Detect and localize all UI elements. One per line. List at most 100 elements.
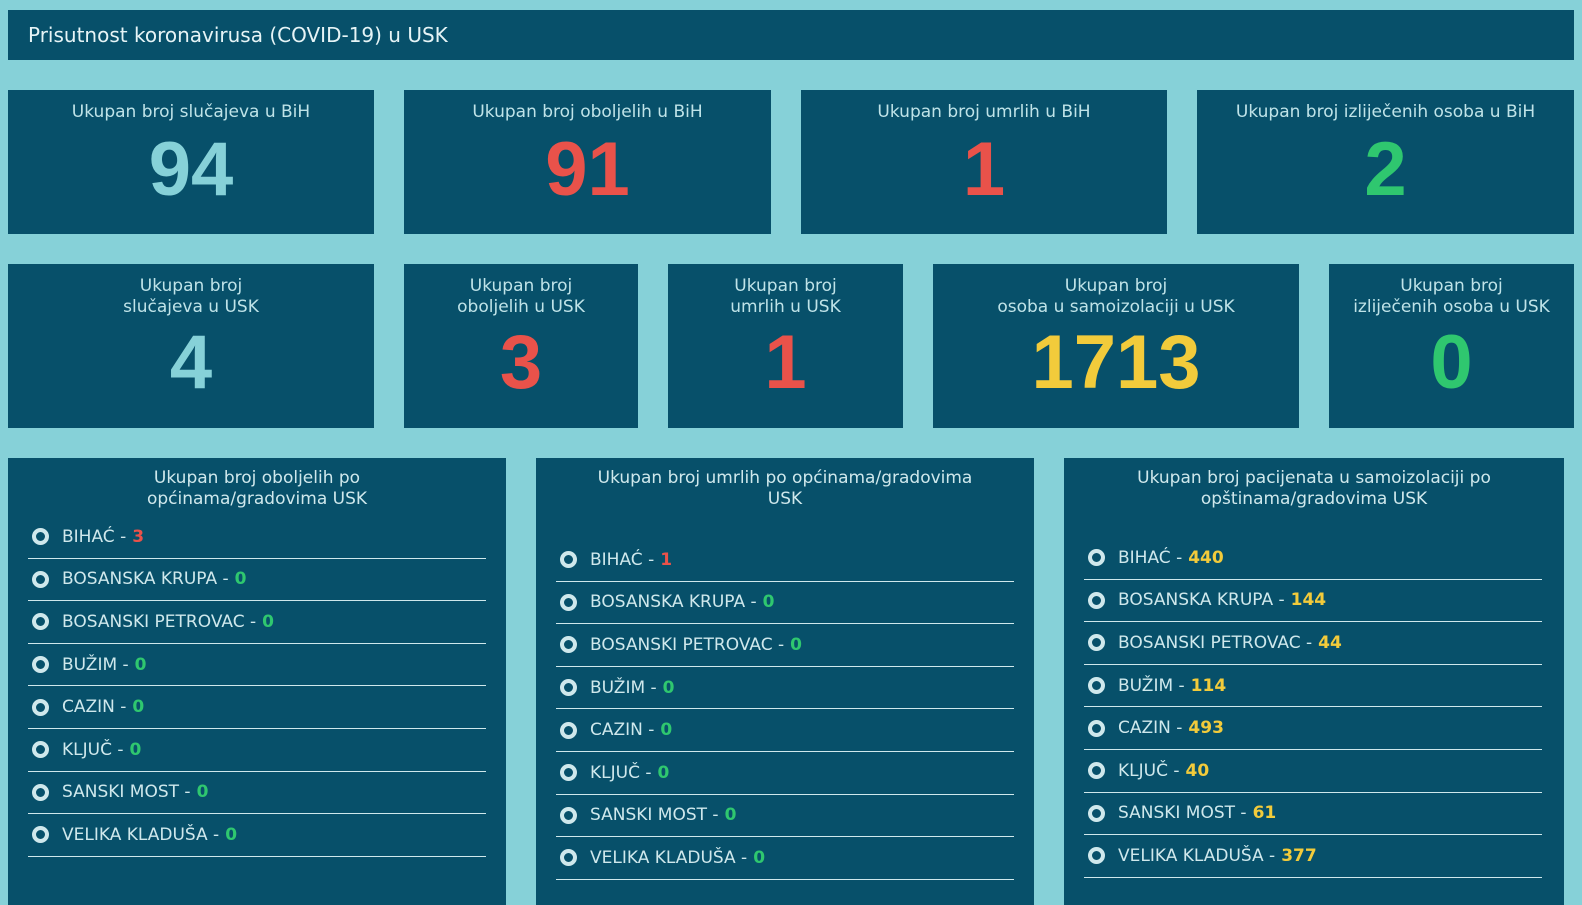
municipality-name: BOSANSKI PETROVAC - (590, 634, 785, 655)
panel-title: Ukupan broj umrlih po općinama/gradovima… (597, 468, 973, 509)
bullet-icon (32, 826, 49, 844)
usk-recovered-label: Ukupan broj izliječenih osoba u USK (1353, 276, 1550, 317)
municipality-name: KLJUČ - (62, 739, 124, 760)
municipality-name: SANSKI MOST - (590, 805, 719, 826)
bullet-icon (560, 551, 577, 569)
list-item: KLJUČ -0 (556, 752, 1014, 795)
municipality-value: 144 (1290, 590, 1327, 611)
municipality-value: 0 (196, 782, 209, 803)
municipality-value: 0 (225, 824, 238, 845)
bullet-icon (1088, 847, 1105, 865)
bullet-icon (1088, 591, 1105, 609)
bih-cases-value: 94 (148, 127, 234, 212)
municipality-value: 0 (262, 611, 274, 632)
list-item: CAZIN -493 (1084, 707, 1542, 750)
usk-cases-value: 4 (169, 320, 213, 405)
municipality-value: 0 (129, 739, 142, 760)
list-item: SANSKI MOST -0 (28, 772, 486, 815)
list-item: CAZIN -0 (556, 709, 1014, 752)
bih-recovered-card: Ukupan broj izliječenih osoba u BiH 2 (1197, 90, 1574, 234)
municipality-list: BIHAĆ -1 BOSANSKA KRUPA -0 BOSANSKI PETROV… (556, 539, 1014, 880)
usk-cases-card: Ukupan broj slučajeva u USK 4 (8, 264, 374, 428)
municipality-name: BOSANSKI PETROVAC - (1118, 632, 1313, 653)
municipality-value: 0 (134, 654, 147, 675)
bih-infected-card: Ukupan broj oboljelih u BiH 91 (404, 90, 771, 234)
municipality-name: SANSKI MOST - (62, 782, 191, 803)
municipality-name: BUŽIM - (1118, 675, 1185, 696)
bih-recovered-label: Ukupan broj izliječenih osoba u BiH (1235, 102, 1536, 122)
municipality-value: 0 (762, 592, 775, 613)
municipality-name: BUŽIM - (590, 677, 657, 698)
municipality-name: KLJUČ - (590, 762, 652, 783)
isolation-by-municipality-panel: Ukupan broj pacijenata u samoizolaciji p… (1064, 458, 1564, 905)
usk-isolation-card: Ukupan broj osoba u samoizolaciji u USK … (933, 264, 1299, 428)
municipality-list: BIHAĆ -440 BOSANSKA KRUPA -144 BOSANSKI PE… (1084, 537, 1542, 878)
usk-isolation-value: 1713 (1031, 320, 1201, 405)
infected-by-municipality-panel: Ukupan broj oboljelih po općinama/gradov… (8, 458, 506, 905)
bullet-icon (1088, 549, 1105, 567)
list-item: BUŽIM -114 (1084, 665, 1542, 708)
bullet-icon (560, 849, 577, 867)
deaths-by-municipality-panel: Ukupan broj umrlih po općinama/gradovima… (536, 458, 1034, 905)
usk-deaths-value: 1 (764, 320, 807, 405)
bullet-icon (1088, 634, 1105, 652)
bih-cases-card: Ukupan broj slučajeva u BiH 94 (8, 90, 374, 234)
panel-title: Ukupan broj oboljelih po općinama/gradov… (146, 468, 368, 509)
usk-recovered-card: Ukupan broj izliječenih osoba u USK 0 (1329, 264, 1574, 428)
bih-cases-label: Ukupan broj slučajeva u BiH (71, 102, 311, 122)
municipality-name: BIHAĆ - (1118, 547, 1183, 568)
list-item: KLJUČ -40 (1084, 750, 1542, 793)
municipality-list: BIHAĆ -3 BOSANSKA KRUPA -0 BOSANSKI PETROV… (28, 516, 486, 857)
bullet-icon (32, 698, 49, 716)
municipality-name: CAZIN - (1118, 718, 1183, 739)
municipality-value: 0 (657, 762, 670, 783)
municipality-name: BOSANSKA KRUPA - (1118, 590, 1285, 611)
usk-cases-label: Ukupan broj slučajeva u USK (123, 276, 259, 317)
bullet-icon (560, 806, 577, 824)
bullet-icon (32, 656, 49, 674)
list-item: BOSANSKA KRUPA -0 (28, 559, 486, 602)
municipality-value: 40 (1185, 760, 1210, 781)
municipality-name: BIHAĆ - (590, 549, 655, 570)
list-item: BOSANSKI PETROVAC -44 (1084, 622, 1542, 665)
bullet-icon (32, 570, 49, 588)
list-item: BOSANSKI PETROVAC -0 (556, 624, 1014, 667)
municipality-value: 0 (660, 720, 673, 741)
list-item: BOSANSKA KRUPA -0 (556, 582, 1014, 625)
municipality-value: 0 (753, 847, 766, 868)
usk-recovered-value: 0 (1430, 320, 1473, 405)
list-item: BOSANSKA KRUPA -144 (1084, 580, 1542, 623)
bullet-icon (560, 679, 577, 697)
municipality-value: 114 (1190, 675, 1227, 696)
municipality-name: BOSANSKA KRUPA - (62, 569, 229, 590)
bullet-icon (560, 721, 577, 739)
municipality-value: 0 (790, 634, 802, 655)
list-item: BUŽIM -0 (28, 644, 486, 687)
list-item: VELIKA KLADUŠA -0 (556, 837, 1014, 880)
municipality-value: 61 (1252, 803, 1277, 824)
municipality-name: KLJUČ - (1118, 760, 1180, 781)
bullet-icon (1088, 719, 1105, 737)
municipality-value: 44 (1318, 632, 1342, 653)
municipality-name: CAZIN - (62, 697, 127, 718)
bih-infected-value: 91 (545, 127, 630, 212)
list-item: BIHAĆ -1 (556, 539, 1014, 582)
bih-infected-label: Ukupan broj oboljelih u BiH (472, 102, 703, 122)
municipality-value: 3 (132, 526, 145, 547)
list-item: SANSKI MOST -61 (1084, 793, 1542, 836)
municipality-value: 0 (724, 805, 737, 826)
page-title: Prisutnost koronavirusa (COVID-19) u USK (8, 10, 1574, 60)
bih-deaths-value: 1 (962, 127, 1006, 212)
panel-title: Ukupan broj pacijenata u samoizolaciji p… (1137, 468, 1491, 509)
usk-infected-card: Ukupan broj oboljelih u USK 3 (404, 264, 638, 428)
list-item: BUŽIM -0 (556, 667, 1014, 710)
bullet-icon (32, 613, 49, 631)
municipality-value: 377 (1281, 845, 1317, 866)
bullet-icon (1088, 677, 1105, 695)
usk-infected-label: Ukupan broj oboljelih u USK (457, 276, 585, 317)
municipality-name: SANSKI MOST - (1118, 803, 1247, 824)
bullet-icon (1088, 804, 1105, 822)
usk-infected-value: 3 (499, 320, 543, 405)
municipality-name: BOSANSKI PETROVAC - (62, 611, 257, 632)
municipality-value: 493 (1188, 718, 1224, 739)
